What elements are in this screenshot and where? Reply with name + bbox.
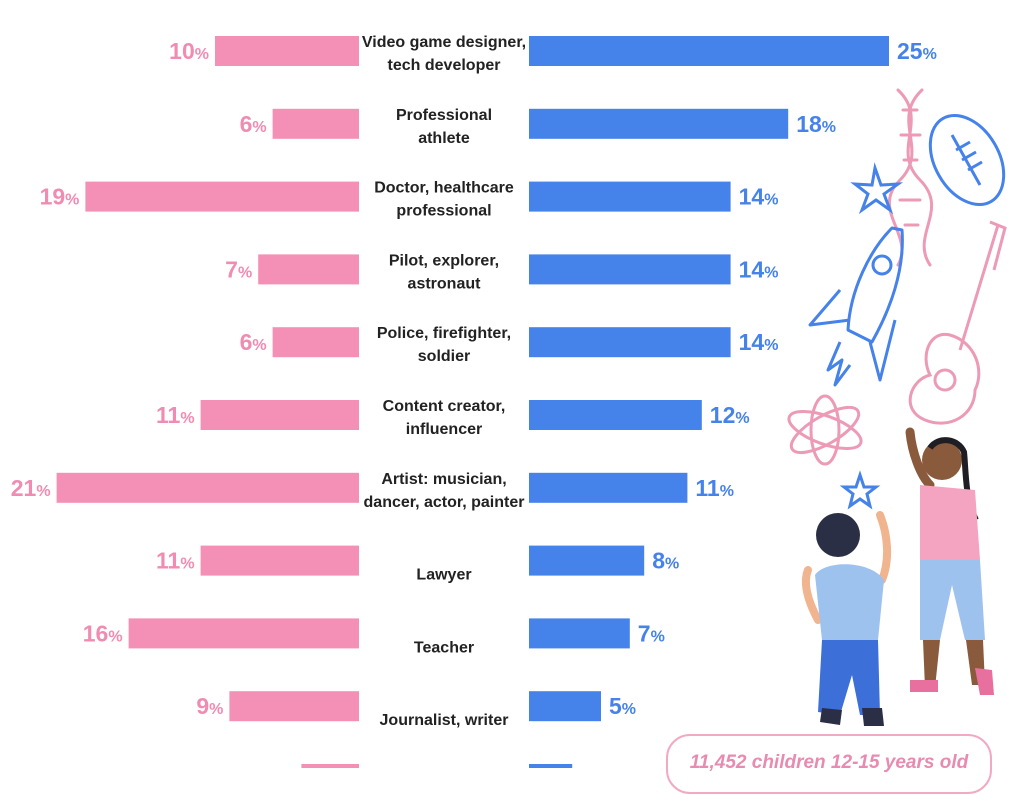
atom-doodle-icon: [787, 394, 863, 466]
category-label: Police, firefighter, soldier: [377, 325, 511, 365]
value-label-left: 6%: [240, 111, 267, 137]
category-label: Doctor, healthcare professional: [374, 180, 514, 220]
bar-left: [229, 691, 359, 722]
value-label-right: 7%: [638, 620, 665, 646]
star-doodle-icon: [850, 162, 904, 215]
category-label: Artist: musician, dancer, actor, painter: [364, 471, 525, 511]
bar-left: [215, 36, 359, 66]
value-label-left: 10%: [169, 38, 209, 64]
value-label-right: 14%: [739, 184, 779, 210]
value-label-left: 16%: [83, 620, 123, 646]
category-label: Teacher: [414, 639, 474, 656]
value-label-right: 18%: [796, 111, 836, 137]
small-star-doodle-icon: [839, 470, 881, 510]
bar-right: [529, 400, 702, 430]
bar-right: [529, 618, 630, 649]
value-label-right: 5%: [609, 693, 636, 719]
bar-left: [128, 618, 359, 649]
bar-right: [529, 181, 731, 212]
guitar-doodle-icon: [908, 220, 1007, 425]
bar-right: [529, 327, 731, 358]
value-label-left: 21%: [11, 475, 51, 501]
bar-left: [56, 472, 359, 503]
bar-right: [529, 36, 889, 66]
value-label-left: 6%: [240, 329, 267, 355]
boy-figure-icon: [801, 511, 892, 726]
category-label: Lawyer: [416, 567, 471, 584]
bar-right: [529, 108, 789, 139]
bar-right: [529, 472, 688, 503]
bar-left: [258, 254, 359, 285]
value-label-left: 19%: [40, 184, 80, 210]
bar-right: [529, 764, 573, 768]
value-label-right: 11%: [695, 475, 734, 501]
bar-right: [529, 691, 601, 722]
category-label: Content creator, influencer: [383, 398, 506, 438]
value-label-right: 25%: [897, 38, 937, 64]
sample-note-text: 11,452 children 12-15 years old: [689, 752, 969, 773]
bar-left: [200, 400, 359, 430]
category-label: Professional athlete: [396, 107, 492, 147]
sample-note-box: 11,452 children 12-15 years old: [666, 734, 992, 794]
value-label-right: 14%: [739, 329, 779, 355]
value-label-right: 3%: [580, 766, 607, 768]
bar-left: [301, 764, 359, 768]
kids-illustration: [787, 88, 1007, 726]
rocket-doodle-icon: [808, 226, 904, 387]
value-label-left: 7%: [225, 256, 252, 282]
category-label: Journalist, writer: [380, 712, 509, 729]
bar-right: [529, 545, 645, 576]
value-label-left: 9%: [196, 693, 223, 719]
category-label: Video game designer, tech developer: [362, 34, 526, 74]
girl-figure-icon: [905, 427, 994, 695]
value-label-left: 11%: [156, 402, 195, 428]
bar-left: [200, 545, 359, 576]
bar-left: [272, 327, 359, 358]
value-label-left: 4%: [268, 766, 295, 768]
bar-left: [272, 108, 359, 139]
value-label-left: 11%: [156, 548, 195, 574]
football-doodle-icon: [928, 113, 1006, 207]
value-label-right: 8%: [652, 548, 679, 574]
bar-chart: 10% 25% Video game designer, tech developer…: [11, 34, 937, 768]
bar-left: [85, 181, 360, 212]
value-label-right: 14%: [739, 256, 779, 282]
dna-doodle-icon: [887, 88, 933, 267]
value-label-right: 12%: [710, 402, 750, 428]
bar-right: [529, 254, 731, 285]
category-label: Pilot, explorer, astronaut: [389, 252, 499, 292]
